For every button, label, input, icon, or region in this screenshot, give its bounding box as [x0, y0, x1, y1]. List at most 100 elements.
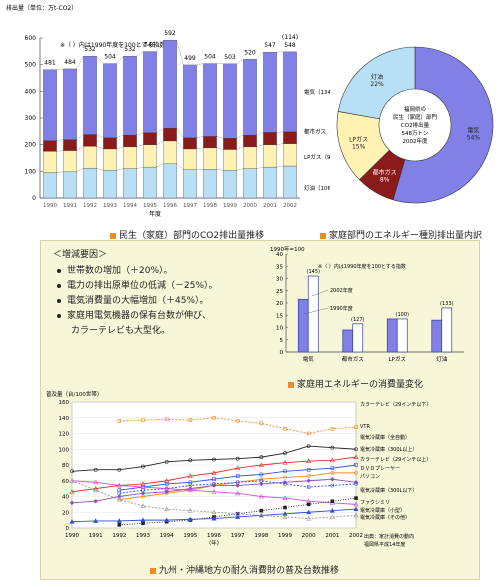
index-label: (127) — [351, 317, 364, 323]
y-tick-label: 40 — [276, 252, 283, 258]
connector-line — [256, 166, 264, 169]
data-point — [140, 503, 146, 508]
data-point — [164, 506, 170, 511]
connector-line — [56, 171, 64, 173]
x-tick-label: 電気 — [303, 355, 315, 363]
total-label: 548 — [284, 42, 296, 49]
bar — [386, 318, 398, 353]
series-annotation: 2002年度 — [330, 287, 353, 294]
data-point — [116, 494, 122, 499]
connector-line — [196, 147, 204, 150]
data-point — [140, 517, 146, 523]
data-point — [282, 460, 288, 465]
bar-segment — [63, 139, 77, 151]
x-tick-label: 1999 — [223, 203, 237, 209]
data-point — [354, 447, 358, 452]
series-line — [119, 497, 357, 526]
bar-segment — [183, 169, 197, 199]
data-point — [164, 489, 170, 495]
bar-segment — [163, 140, 177, 165]
bar-segment — [283, 51, 297, 133]
series-label: 電気冷蔵庫（小型） — [360, 507, 405, 514]
data-point — [235, 480, 240, 485]
bar-segment — [83, 167, 97, 199]
pie-slice — [392, 46, 494, 204]
bar-segment — [43, 140, 57, 152]
x-tick-label: 2000 — [243, 203, 257, 209]
data-point — [235, 456, 240, 461]
data-point — [93, 498, 99, 504]
y-tick-label: 60 — [62, 479, 69, 485]
index-label: (145) — [307, 269, 320, 275]
total-label: 549 — [144, 42, 156, 49]
data-point — [140, 490, 146, 496]
y-axis-title: 1990年=100 — [270, 245, 305, 253]
y-tick-label: 20 — [62, 510, 69, 516]
data-point — [140, 484, 146, 489]
data-point — [259, 455, 264, 460]
reason-item: 電気消費量の大幅増加（＋45%）。 — [57, 293, 209, 306]
connector-line — [56, 139, 64, 141]
data-point — [187, 516, 193, 522]
data-point — [353, 512, 359, 518]
total-label: 481 — [44, 60, 56, 67]
slice-value-label: 8% — [380, 177, 390, 184]
pie-slice — [337, 46, 416, 120]
connector-line — [116, 168, 124, 171]
series-line — [119, 417, 357, 434]
data-point — [117, 523, 122, 527]
connector-line — [196, 63, 204, 66]
data-point — [93, 518, 99, 523]
data-point — [211, 515, 217, 521]
data-point — [306, 515, 312, 521]
data-point — [93, 487, 99, 493]
bar-segment — [103, 148, 117, 171]
y-tick-label: 0 — [66, 526, 70, 532]
reason-item-text: 世帯数の増加（＋20%）。 — [67, 266, 173, 276]
bar-segment — [243, 134, 257, 147]
x-tick-label: 1991 — [63, 203, 77, 209]
series-line — [119, 472, 356, 501]
connector-line — [56, 150, 64, 152]
data-point — [211, 470, 217, 475]
reason-item-text: 電力の排出原単位の低減（－25%）。 — [67, 281, 218, 291]
x-tick-label: 2002 — [349, 533, 363, 539]
connector-line — [96, 55, 104, 64]
y-tick-label: 100 — [59, 447, 70, 453]
data-point — [93, 467, 98, 472]
connector-line — [236, 168, 244, 171]
total-label: 547 — [264, 42, 276, 49]
data-point — [187, 473, 193, 478]
pie-center-label: 民生（家庭）部門 — [393, 113, 438, 121]
x-tick-label: LPガス — [389, 355, 406, 363]
y-tick-label: 400 — [25, 88, 37, 95]
data-point — [330, 466, 335, 470]
y-axis-title: 排出量（単位：万t-CO2） — [6, 4, 77, 12]
connector-line — [96, 134, 104, 138]
data-point — [235, 511, 241, 516]
series-label: VTR — [360, 424, 370, 430]
data-point — [306, 467, 311, 472]
x-axis-title: （年） — [206, 539, 223, 547]
data-point — [258, 493, 264, 499]
y-tick-label: 0 — [280, 350, 284, 356]
data-point — [330, 470, 335, 475]
total-label: 503 — [224, 54, 236, 61]
bar-segment — [283, 143, 297, 167]
bar — [396, 318, 408, 353]
connector-line — [176, 140, 184, 150]
y-tick-label: 500 — [25, 62, 37, 69]
connector-line — [76, 146, 84, 151]
slice-name-label: 都市ガス — [373, 169, 397, 177]
data-point — [283, 426, 287, 431]
annotation-leader — [303, 307, 329, 315]
data-point — [69, 489, 75, 494]
bar-segment — [63, 68, 77, 140]
household-energy-bar-chart: 1990年=100 ※（ ）内は1990年度を100とする指数 0 5 10 15 20 25… — [270, 245, 464, 363]
series-label: 灯油（106） — [304, 184, 330, 192]
data-point — [93, 479, 99, 485]
bar-segment — [203, 136, 217, 149]
bar — [297, 298, 309, 353]
top-left-caption: 民生（家庭）部門のCO2排出量推移 — [110, 228, 264, 241]
reasons-heading: ＜増減要因＞ — [53, 250, 108, 260]
